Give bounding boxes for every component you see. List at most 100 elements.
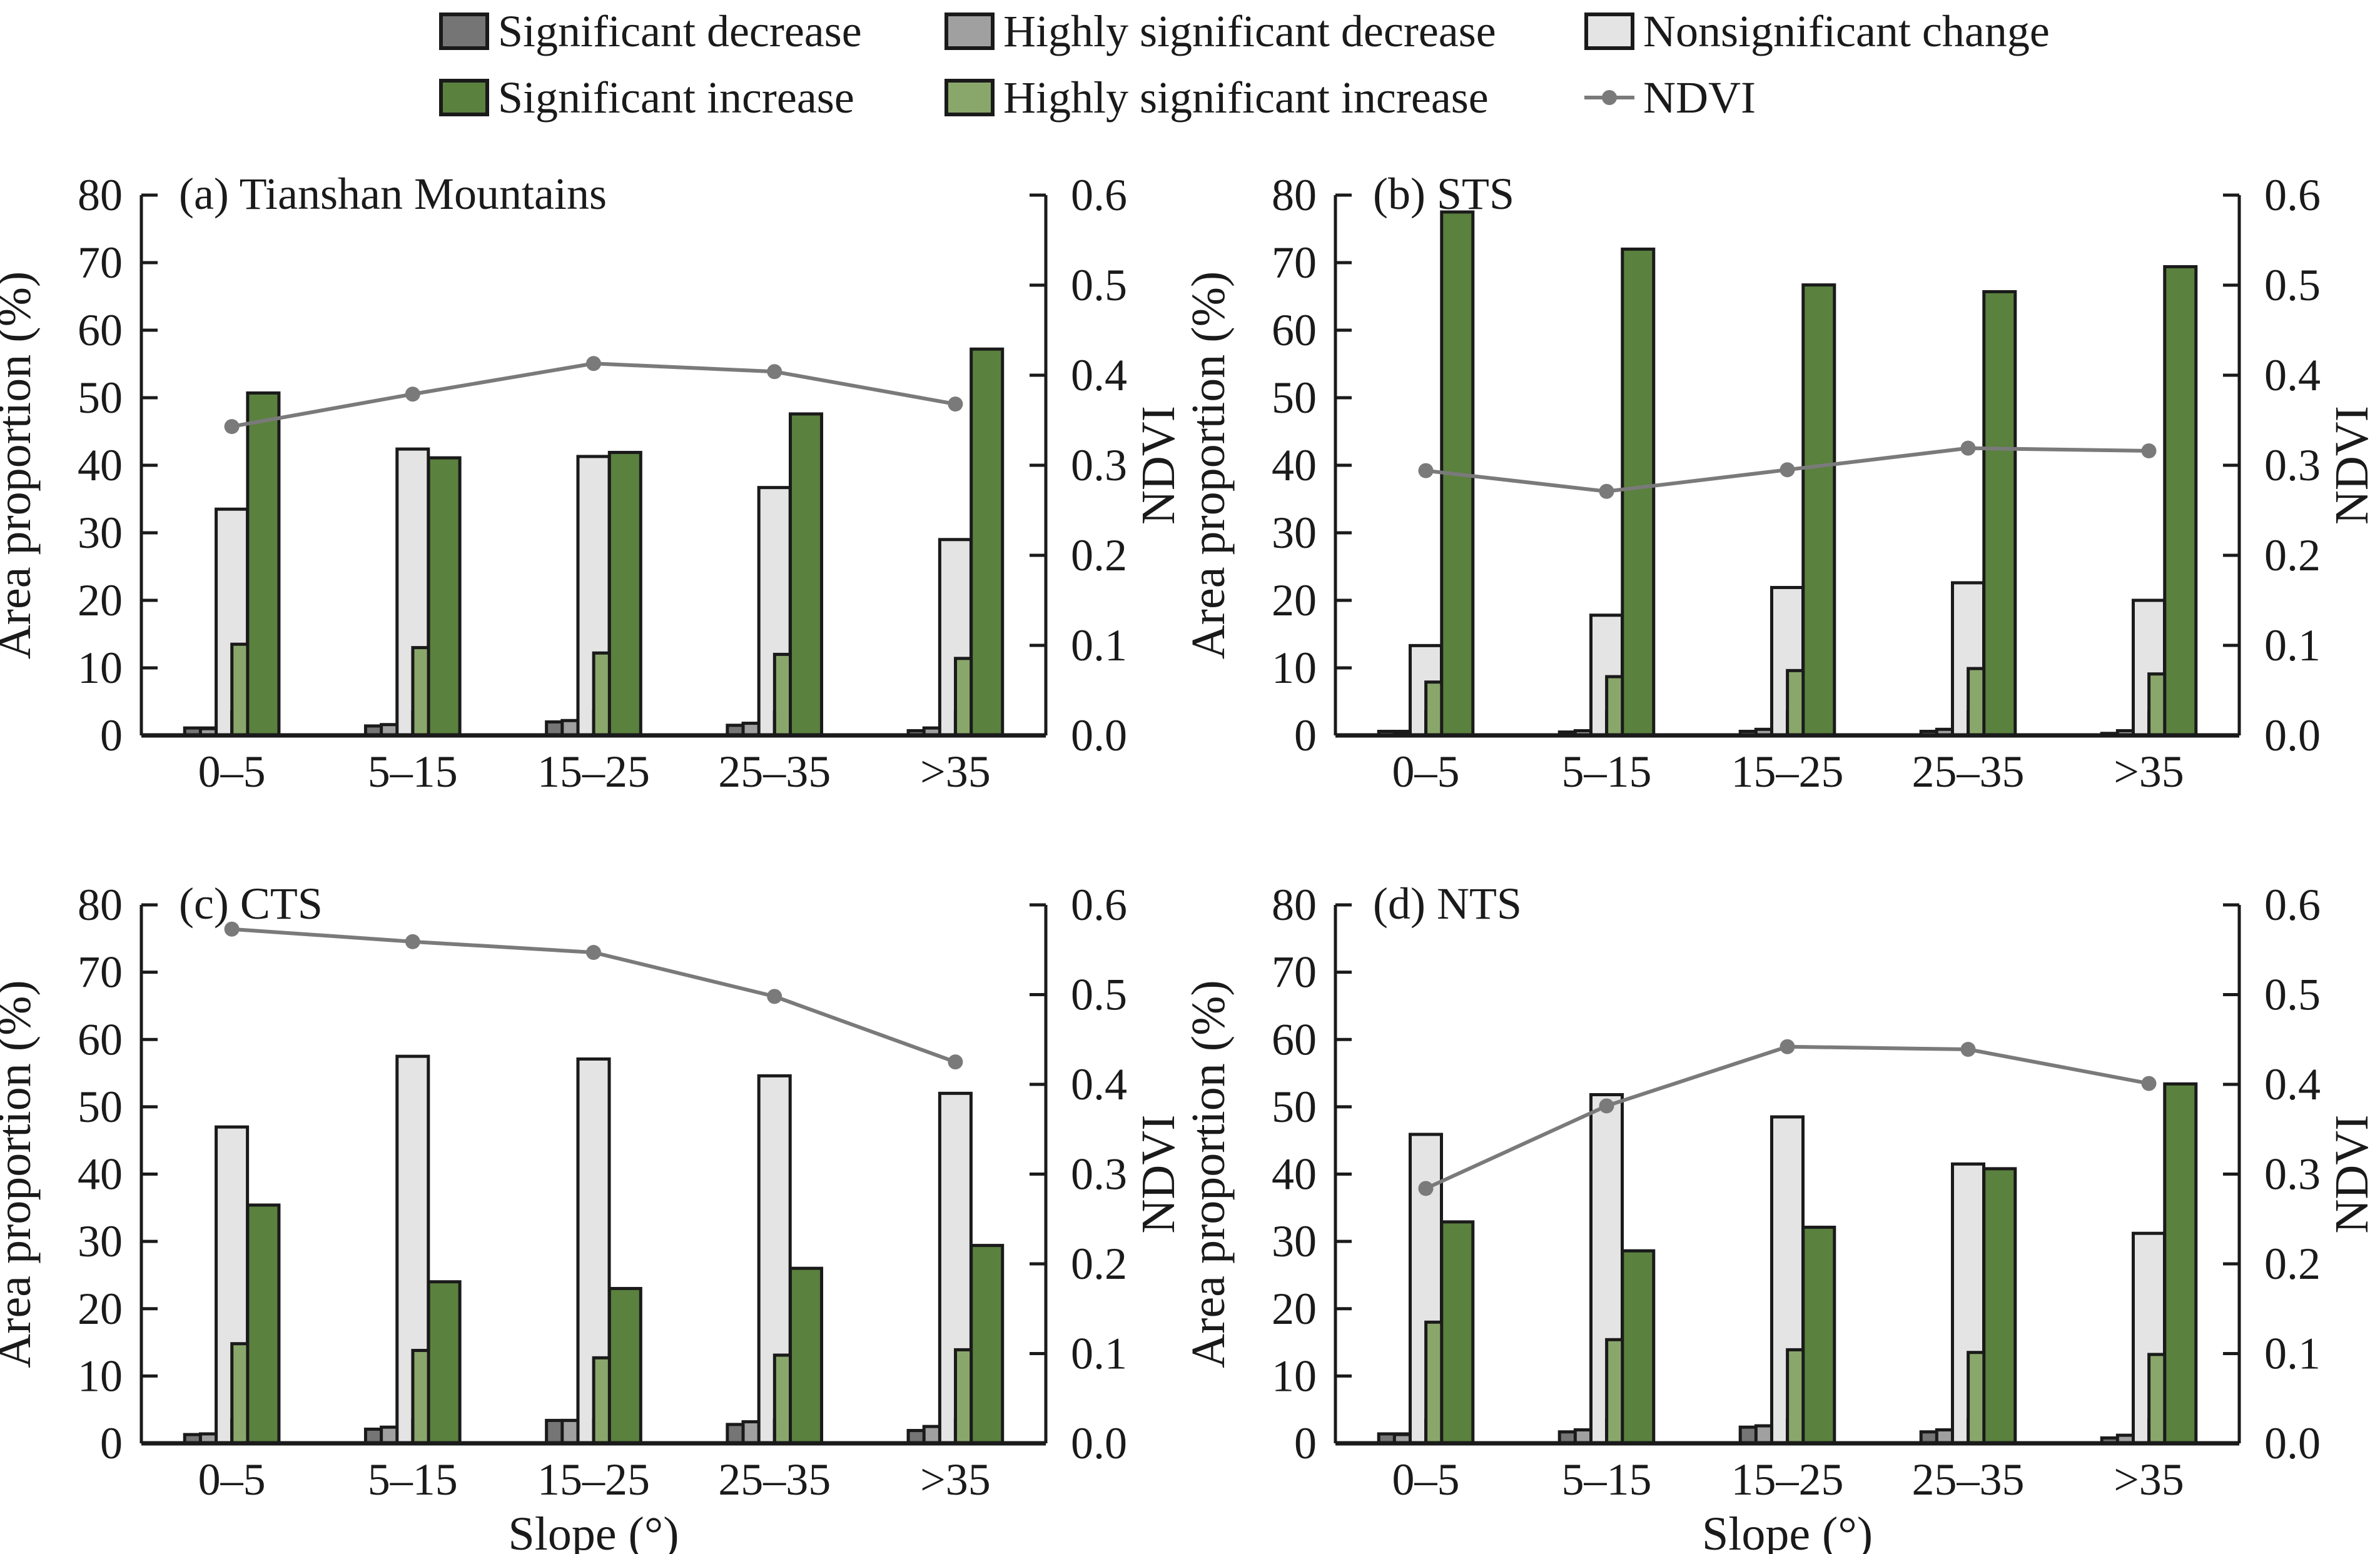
panel-c-bar-significant-increase — [246, 1203, 281, 1445]
panel-b-ndvi-point — [1418, 463, 1434, 478]
panel-a-ndvi-point — [767, 364, 782, 380]
panel-c-y2-tick-label: 0.4 — [1071, 1059, 1127, 1109]
panel-d-ndvi-point — [1960, 1042, 1976, 1057]
panel-a-y2-tick-label: 0.4 — [1071, 350, 1127, 400]
panel-a-y2-tick-label: 0.0 — [1071, 710, 1127, 760]
panel-c-y-tick-label: 80 — [78, 880, 123, 930]
panel-c-bar-significant-increase — [427, 1280, 462, 1445]
panel-c-y-tick-label: 10 — [78, 1351, 123, 1401]
legend-swatch-highly-significant-decrease — [944, 13, 995, 50]
panel-d-y-tick-label: 40 — [1272, 1149, 1317, 1199]
panel-d-y2-tick-label: 0.3 — [2264, 1149, 2321, 1199]
panel-c-y2-axis-title: NDVI — [1132, 1115, 1185, 1234]
panel-c-x-tick-label: 0–5 — [198, 1455, 266, 1505]
panel-a-ndvi-point — [586, 356, 601, 371]
panel-c-y-tick-label: 50 — [78, 1082, 123, 1132]
panel-d-bar-significant-increase — [2163, 1082, 2198, 1445]
panel-b-y2-tick-label: 0.6 — [2264, 170, 2321, 220]
panel-c-y-tick-label: 40 — [78, 1149, 123, 1199]
panel-b-bar-significant-increase — [1621, 247, 1656, 737]
panel-b-y2-tick-label: 0.3 — [2264, 440, 2321, 490]
panel-c-y-tick-label: 20 — [78, 1284, 123, 1334]
legend-label: Significant decrease — [498, 6, 862, 56]
panel-b-x-tick-label: 5–15 — [1562, 747, 1652, 797]
panel-c-x-tick-label: 5–15 — [368, 1455, 458, 1505]
panel-c-y2-tick-label: 0.5 — [1071, 970, 1127, 1020]
panel-b-y2-tick-label: 0.2 — [2264, 530, 2321, 580]
legend-swatch-highly-significant-increase — [944, 79, 995, 116]
panel-a-y-tick-label: 50 — [78, 373, 123, 423]
panel-b-y-tick-label: 10 — [1272, 643, 1317, 693]
panel-d-ndvi-point — [1418, 1181, 1434, 1196]
panel-b-y2-tick-label: 0.5 — [2264, 260, 2321, 310]
panel-a-bar-significant-increase — [607, 450, 642, 737]
panel-b-y-tick-label: 50 — [1272, 373, 1317, 423]
legend-label: Nonsignificant change — [1643, 6, 2050, 56]
panel-c-ndvi-point — [948, 1054, 963, 1070]
panel-c-y2-tick-label: 0.3 — [1071, 1149, 1127, 1199]
legend-label: Highly significant decrease — [1003, 6, 1496, 56]
panel-a-y2-axis-title: NDVI — [1132, 406, 1185, 525]
panel-d-y-tick-label: 10 — [1272, 1351, 1317, 1401]
panel-b-y2-axis-title: NDVI — [2326, 406, 2378, 525]
panel-a-ndvi-point — [224, 419, 240, 435]
panel-a-y2-tick-label: 0.5 — [1071, 260, 1127, 310]
panel-c-title: (c) CTS — [179, 879, 323, 929]
panel-c-ndvi-point — [767, 989, 782, 1004]
panel-d-y-tick-label: 50 — [1272, 1082, 1317, 1132]
panel-b-x-tick-label: >35 — [2114, 747, 2184, 797]
panel-d-y2-tick-label: 0.2 — [2264, 1239, 2321, 1289]
panel-a-x-tick-label: 5–15 — [368, 747, 458, 797]
panel-b-x-tick-label: 25–35 — [1912, 747, 2025, 797]
panel-b-y2-tick-label: 0.1 — [2264, 620, 2321, 670]
panel-b-ndvi-point — [2141, 443, 2157, 458]
panel-c-x-tick-label: 15–25 — [537, 1455, 650, 1505]
panel-a-y2-tick-label: 0.3 — [1071, 440, 1127, 490]
panel-c-bar-significant-increase — [970, 1244, 1005, 1445]
panel-d-y-axis-title: Area proportion (%) — [1182, 980, 1235, 1368]
panel-b-y2-tick-label: 0.4 — [2264, 350, 2321, 400]
panel-d-y-tick-label: 0 — [1294, 1418, 1317, 1468]
panel-a-x-tick-label: 15–25 — [537, 747, 650, 797]
panel-d-y2-tick-label: 0.5 — [2264, 970, 2321, 1020]
panel-d-x-tick-label: 5–15 — [1562, 1455, 1652, 1505]
legend-swatch-significant-increase — [439, 79, 489, 116]
panel-a-y-tick-label: 30 — [78, 508, 123, 558]
panel-d-bar-significant-increase — [1982, 1167, 2017, 1445]
panel-b-x-tick-label: 15–25 — [1731, 747, 1844, 797]
legend-swatch-significant-decrease — [439, 13, 489, 50]
panel-d-y2-axis-title: NDVI — [2326, 1115, 2378, 1234]
panel-a-y2-tick-label: 0.6 — [1071, 170, 1127, 220]
panel-d-x-tick-label: 25–35 — [1912, 1455, 2025, 1505]
panel-c-y-tick-label: 60 — [78, 1014, 123, 1064]
legend-item-highly-significant-increase: Highly significant increase — [944, 75, 1489, 120]
panel-b-bar-significant-increase — [2163, 265, 2198, 737]
panel-a-y-tick-label: 80 — [78, 170, 123, 220]
panel-c-x-axis-title: Slope (°) — [508, 1508, 679, 1554]
panel-d-ndvi-point — [1780, 1039, 1795, 1054]
panel-d-x-tick-label: >35 — [2114, 1455, 2184, 1505]
panel-d-bar-significant-increase — [1621, 1249, 1656, 1445]
legend-item-ndvi: NDVI — [1584, 75, 1756, 120]
panel-a-y-tick-label: 60 — [78, 305, 123, 355]
panel-c-y-tick-label: 0 — [100, 1418, 123, 1468]
panel-b-y-tick-label: 30 — [1272, 508, 1317, 558]
panel-d-bar-significant-increase — [1440, 1220, 1475, 1445]
legend-item-nonsignificant-change: Nonsignificant change — [1584, 9, 2050, 54]
panel-a-ndvi-line — [231, 361, 956, 429]
panel-c-y2-tick-label: 0.0 — [1071, 1418, 1127, 1468]
panel-d-x-tick-label: 15–25 — [1731, 1455, 1844, 1505]
panel-d-y2-tick-label: 0.1 — [2264, 1329, 2321, 1379]
panel-d-x-tick-label: 0–5 — [1392, 1455, 1460, 1505]
panel-c-bar-significant-increase — [789, 1266, 824, 1445]
panel-a-y-axis-title: Area proportion (%) — [0, 271, 41, 659]
panel-c-y2-tick-label: 0.1 — [1071, 1329, 1127, 1379]
legend: Significant decrease Highly significant … — [0, 0, 2380, 138]
panel-c-y-axis-title: Area proportion (%) — [0, 980, 41, 1368]
panel-b-y-tick-label: 60 — [1272, 305, 1317, 355]
panel-a-y-tick-label: 20 — [78, 575, 123, 625]
panel-b-y-tick-label: 80 — [1272, 170, 1317, 220]
panel-a-ndvi-point — [405, 386, 420, 402]
panel-c-bar-significant-increase — [607, 1286, 642, 1445]
